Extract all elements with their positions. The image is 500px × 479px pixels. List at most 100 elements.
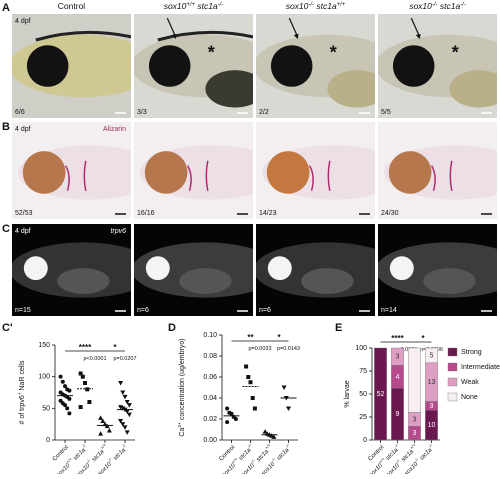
data-point: [281, 385, 287, 390]
panel-letter: A: [2, 2, 10, 14]
count: n=6: [137, 307, 149, 314]
data-point: [67, 396, 72, 401]
data-point: [67, 388, 72, 393]
y-tick-label: 150: [38, 342, 50, 349]
data-point: [250, 396, 255, 400]
data-point: [120, 406, 126, 411]
data-point: [126, 412, 132, 418]
micrograph: 16/16: [134, 122, 253, 219]
yolk: [57, 268, 110, 294]
panel-letter: C': [2, 322, 13, 334]
pigment: [157, 30, 253, 42]
head-stain: [388, 151, 432, 194]
micrograph: n=15 4 dpf trpv6: [12, 224, 131, 316]
y-tick-label: 50: [42, 405, 50, 412]
sig-stars: *: [277, 333, 281, 342]
micrograph: n=6: [134, 224, 253, 316]
stage: 4 dpf: [15, 126, 31, 133]
data-point: [85, 387, 90, 392]
data-point: [67, 411, 72, 416]
y-tick-label: 0.06: [203, 374, 217, 381]
eye: [148, 45, 191, 87]
eye: [267, 256, 292, 281]
bone-stain: [64, 160, 87, 191]
y-tick-label: 0.10: [203, 332, 217, 339]
count: 14/23: [259, 210, 277, 217]
yolk: [327, 70, 375, 108]
stain: Alizarin: [103, 126, 126, 133]
data-point: [122, 394, 128, 400]
data-point: [248, 380, 253, 385]
y-axis-label: % larvae: [344, 380, 351, 407]
count: 5/5: [381, 109, 391, 116]
data-point: [78, 405, 83, 410]
count: 6/6: [15, 109, 25, 116]
bone-stain: [186, 160, 209, 191]
legend-swatch: [447, 392, 458, 402]
y-tick-label: 50: [359, 391, 367, 398]
bar-segment: [374, 347, 387, 441]
data-point: [126, 403, 132, 408]
data-point: [118, 405, 124, 410]
p-value: p=0.0143: [277, 346, 300, 352]
count: 2/2: [259, 109, 269, 116]
panel-letter: B: [2, 121, 10, 133]
asterisk: *: [452, 42, 459, 62]
y-tick-label: 100: [38, 374, 50, 381]
data-point: [106, 428, 112, 433]
legend-swatch: [447, 347, 458, 357]
count: n=14: [381, 307, 397, 314]
data-point: [118, 419, 124, 424]
sig-stars: *: [421, 334, 425, 343]
y-axis-label: # of trpv6+ NaR cells: [18, 360, 26, 424]
micrograph: * 5/5: [378, 14, 497, 118]
arrow-head: [171, 33, 177, 39]
y-tick-label: 0.04: [203, 395, 217, 402]
column-header: sox10-/- stc1a+/+: [286, 1, 346, 11]
data-point: [286, 406, 291, 411]
data-point: [100, 418, 106, 423]
legend-label: Intermediate: [461, 364, 500, 371]
yolk: [179, 268, 232, 294]
data-point: [65, 406, 70, 411]
count: 16/16: [137, 210, 155, 217]
count: n=15: [15, 307, 31, 314]
segment-count: 52: [377, 391, 385, 398]
yolk: [423, 268, 476, 294]
data-point: [60, 379, 65, 384]
sig-stars: ****: [79, 343, 92, 352]
data-point: [246, 375, 251, 379]
micrograph: 14/23: [256, 122, 375, 219]
column-header: Control: [58, 1, 86, 11]
bone-stain: [430, 160, 453, 191]
count: 52/53: [15, 210, 33, 217]
segment-count: 3: [430, 403, 434, 410]
legend-label: Strong: [461, 349, 482, 356]
data-point: [122, 425, 128, 430]
micrograph: * 3/3: [134, 14, 253, 118]
eye: [23, 256, 48, 281]
data-point: [244, 364, 249, 369]
data-point: [252, 406, 257, 411]
data-point: [63, 403, 67, 408]
data-point: [78, 371, 83, 376]
panel-letter: C: [2, 223, 10, 235]
count: 24/30: [381, 210, 399, 217]
micrograph: n=6: [256, 224, 375, 316]
y-tick-label: 0.00: [203, 437, 217, 444]
eye: [26, 45, 69, 87]
head-stain: [144, 151, 188, 194]
segment-count: 5: [430, 352, 434, 359]
marker: trpv6: [110, 228, 126, 235]
y-tick-label: 0: [46, 437, 50, 444]
column-header: sox10+/+ stc1a-/-: [164, 1, 224, 11]
legend-swatch: [447, 362, 458, 372]
data-point: [225, 406, 230, 411]
data-point: [124, 409, 130, 414]
p-value: p=0.0033: [248, 346, 271, 352]
bar-segment: [425, 347, 438, 364]
data-point: [124, 400, 130, 405]
y-tick-label: 0.08: [203, 353, 217, 360]
head-stain: [22, 151, 66, 194]
